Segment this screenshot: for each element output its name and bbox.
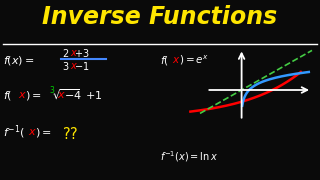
- Text: $2$: $2$: [62, 47, 70, 59]
- Text: $+1$: $+1$: [85, 89, 102, 101]
- Text: $+3$: $+3$: [74, 47, 90, 59]
- Text: $f^{-1}($: $f^{-1}($: [3, 123, 25, 141]
- Text: $x$: $x$: [172, 55, 181, 65]
- Text: $f($: $f($: [3, 89, 12, 102]
- Text: $x$: $x$: [70, 61, 78, 71]
- Text: $3$: $3$: [49, 84, 55, 95]
- Text: $f(x) =$: $f(x) =$: [3, 54, 35, 67]
- Text: $) =$: $) =$: [35, 126, 51, 139]
- Text: $x$: $x$: [28, 127, 37, 137]
- Text: Inverse Functions: Inverse Functions: [42, 5, 278, 29]
- Text: $x$: $x$: [57, 90, 66, 100]
- Text: $-1$: $-1$: [74, 60, 90, 72]
- Text: $) = e^x$: $) = e^x$: [179, 54, 209, 67]
- Text: $x$: $x$: [70, 48, 78, 58]
- Text: $) =$: $) =$: [25, 89, 42, 102]
- Text: $f($: $f($: [160, 54, 169, 67]
- Text: $x$: $x$: [18, 90, 27, 100]
- Text: $??$: $??$: [62, 126, 79, 142]
- Text: $f^{-1}(x) = \ln x$: $f^{-1}(x) = \ln x$: [160, 149, 218, 164]
- Text: $-4$: $-4$: [64, 89, 82, 101]
- Text: $3$: $3$: [62, 60, 70, 72]
- Text: $\sqrt{\ \ \ \ }$: $\sqrt{\ \ \ \ }$: [52, 88, 80, 103]
